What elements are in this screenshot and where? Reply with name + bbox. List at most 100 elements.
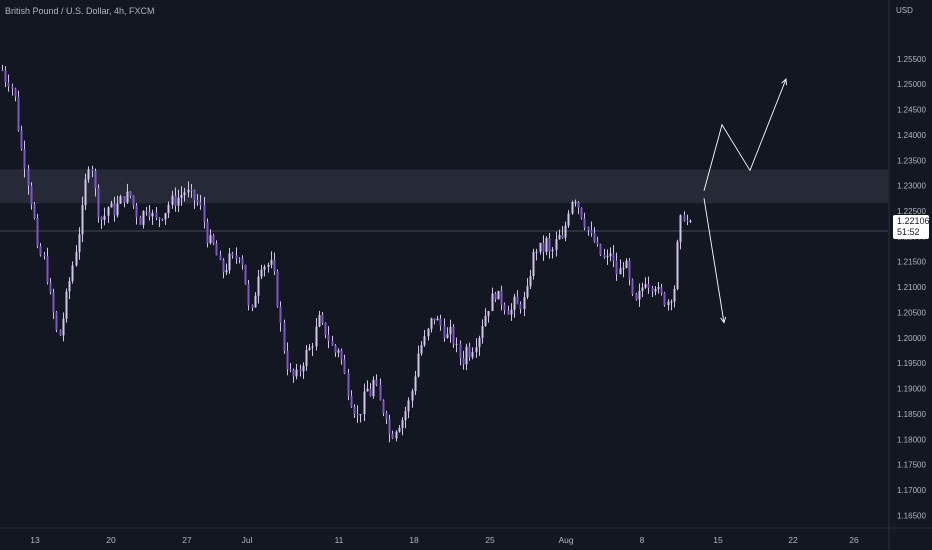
candle-body — [343, 359, 346, 374]
candle-body — [295, 369, 298, 377]
candle-body — [446, 334, 449, 338]
candle-body — [468, 346, 471, 358]
y-tick-label: 1.18000 — [897, 435, 926, 444]
candle-body — [183, 192, 186, 196]
candle-body — [30, 185, 33, 205]
candle-body — [647, 284, 650, 288]
candle-body — [289, 369, 292, 371]
y-tick-label: 1.17500 — [897, 461, 926, 470]
candle-body — [65, 291, 68, 319]
candle-body — [660, 287, 663, 293]
candle-body — [135, 205, 138, 218]
candle-body — [321, 314, 324, 323]
candle-body — [686, 220, 689, 222]
candle-body — [494, 293, 497, 300]
candle-body — [219, 255, 222, 260]
candle-body — [398, 427, 401, 432]
candle-body — [638, 290, 641, 300]
candle-body — [356, 414, 359, 416]
projection-arrowhead-1 — [781, 78, 787, 86]
candle-body — [411, 391, 414, 401]
candle-body — [529, 276, 532, 287]
candle-body — [327, 335, 330, 341]
candle-body — [555, 239, 558, 250]
candle-body — [337, 350, 340, 353]
candle-body — [545, 238, 548, 252]
candle-body — [244, 264, 247, 285]
candle-body — [17, 96, 20, 131]
candle-body — [151, 212, 154, 217]
candle-body — [308, 347, 311, 350]
candle-body — [145, 211, 148, 213]
candle-body — [654, 288, 657, 292]
y-tick-label: 1.19000 — [897, 385, 926, 394]
candle-body — [110, 203, 113, 208]
candle-body — [513, 296, 516, 310]
candle-body — [273, 259, 276, 272]
candle-body — [241, 258, 244, 265]
candle-body — [187, 189, 190, 193]
projection-path-1[interactable] — [703, 78, 787, 191]
y-tick-label: 1.23500 — [897, 156, 926, 165]
candle-body — [1, 69, 4, 71]
candle-body — [247, 284, 250, 306]
candle-body — [455, 343, 458, 345]
y-tick-label: 1.17000 — [897, 486, 926, 495]
x-tick-label: Jul — [242, 535, 253, 545]
candle-body — [193, 190, 196, 200]
candle-body — [558, 235, 561, 240]
candle-body — [667, 301, 670, 306]
candle-body — [347, 373, 350, 396]
candle-body — [59, 330, 62, 336]
candle-body — [235, 255, 238, 259]
candle-body — [340, 350, 343, 360]
y-tick-label: 1.25500 — [897, 55, 926, 64]
candle-body — [651, 287, 654, 292]
candle-body — [97, 187, 100, 218]
candle-body — [305, 349, 308, 366]
candle-body — [590, 230, 593, 234]
candle-body — [407, 400, 410, 412]
candle-body — [532, 251, 535, 277]
candle-body — [478, 337, 481, 348]
candle-body — [436, 318, 439, 321]
candle-body — [199, 202, 202, 206]
resistance-zone[interactable] — [0, 169, 888, 204]
candle-body — [580, 207, 583, 219]
candle-body — [148, 211, 151, 217]
candle-body — [43, 255, 46, 257]
candle-body — [129, 191, 132, 196]
x-tick-label: 8 — [640, 535, 645, 545]
candle-body — [263, 266, 266, 270]
candle-body — [663, 292, 666, 306]
y-tick-label: 1.25000 — [897, 80, 926, 89]
candle-body — [55, 312, 58, 331]
candle-body — [644, 284, 647, 288]
projection-path-2[interactable] — [703, 198, 725, 323]
candle-body — [315, 326, 318, 347]
candle-body — [574, 202, 577, 204]
candle-body — [683, 215, 686, 221]
candle-body — [84, 179, 87, 206]
candle-body — [46, 256, 49, 283]
candle-body — [401, 420, 404, 428]
candle-body — [190, 189, 193, 191]
candle-body — [628, 260, 631, 280]
x-tick-label: 13 — [30, 535, 40, 545]
candle-body — [222, 259, 225, 273]
candle-body — [625, 260, 628, 268]
candle-body — [177, 197, 180, 206]
candle-body — [254, 295, 257, 308]
candle-body — [155, 212, 158, 218]
candle-body — [417, 353, 420, 377]
projection-arrowhead-2 — [720, 316, 727, 324]
candle-body — [475, 347, 478, 353]
candle-body — [564, 225, 567, 238]
candle-body — [119, 196, 122, 204]
candle-body — [228, 253, 231, 271]
y-tick-label: 1.24500 — [897, 106, 926, 115]
candle-body — [385, 413, 388, 420]
candle-body — [676, 241, 679, 289]
candle-body — [251, 305, 254, 308]
